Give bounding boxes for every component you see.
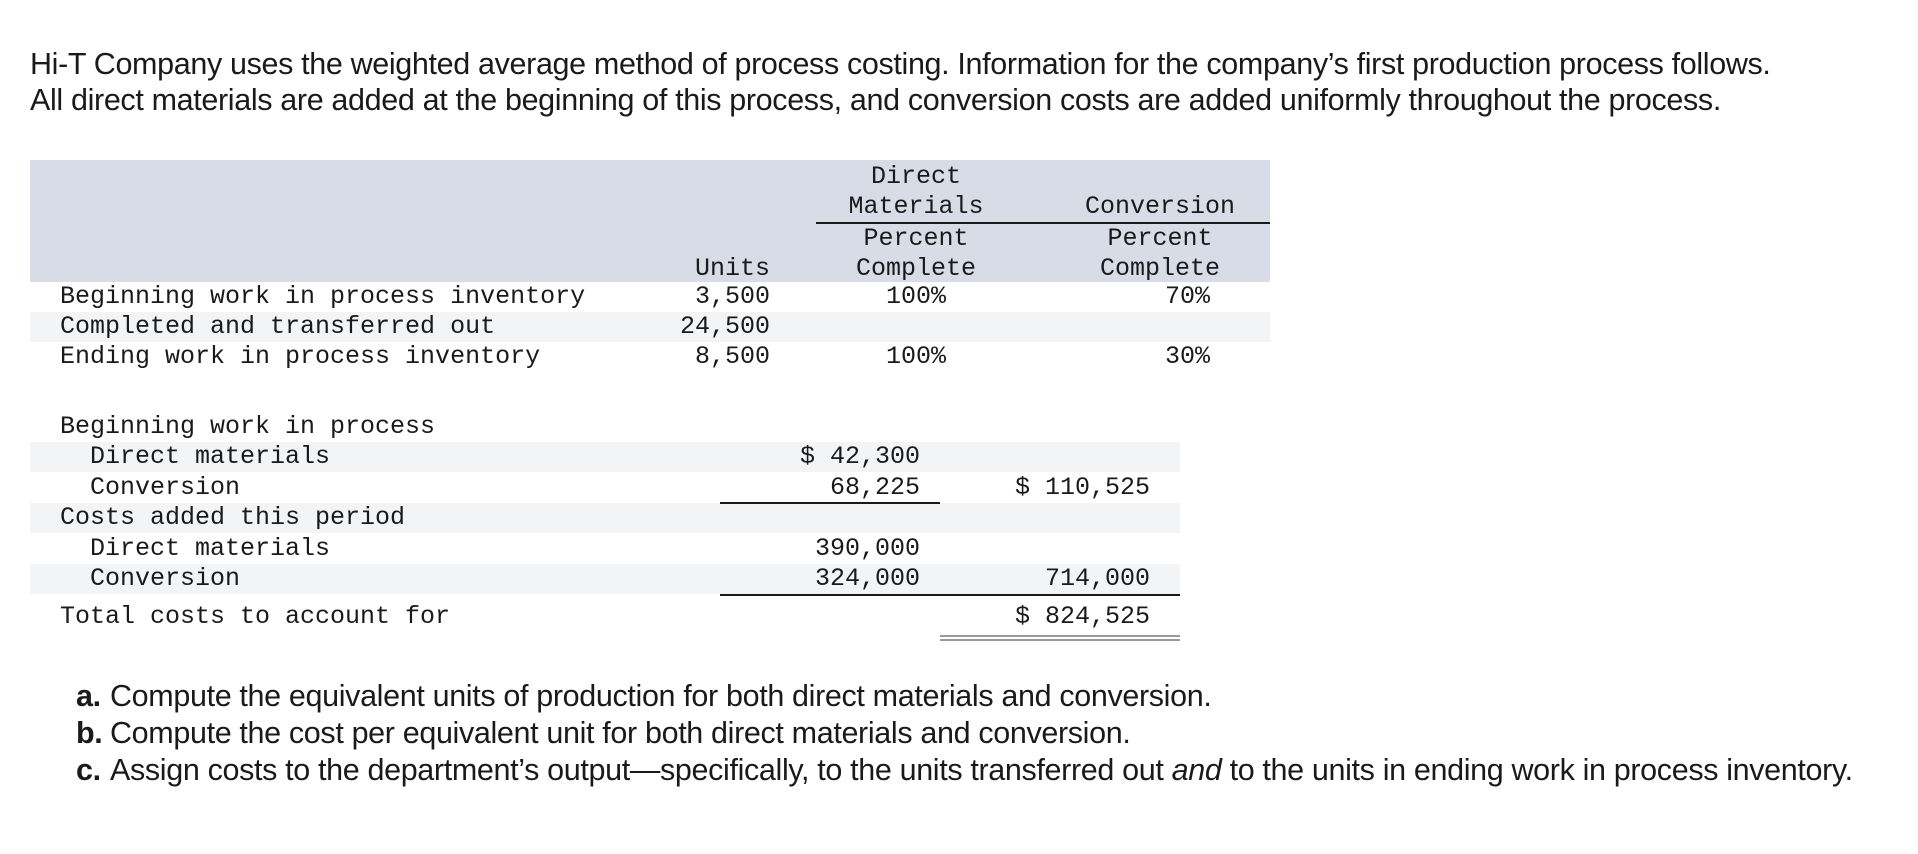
header-rule [816,222,1270,224]
header-conv-top: Conversion [1084,192,1236,221]
units-row-label: Completed and transferred out [60,312,496,341]
question-label: c. [76,753,101,787]
question-text-before: Assign costs to the department’s output—… [110,753,1172,787]
cost-row-col2: $ 110,525 [1014,473,1150,502]
header-dm-pct1: Percent [863,224,969,253]
cost-row-label: Direct materials [90,442,331,471]
cost-row-col1: 68,225 [829,473,920,502]
question-label: a. [76,679,101,713]
question-text: Compute the equivalent units of producti… [110,679,1212,713]
header-dm-mid: Materials [848,192,984,221]
question-text: Assign costs to the department’s output—… [110,752,1853,789]
units-row-units: 3,500 [694,282,770,311]
cost-table-band [30,442,1180,472]
cost-row-col1: 324,000 [814,564,920,593]
total-double-rule [940,639,1180,641]
units-row-dm: 100% [885,342,946,371]
question-label: b. [76,716,103,750]
header-conv-pct1: Percent [1107,224,1213,253]
units-row-label: Beginning work in process inventory [60,282,586,311]
problem-intro: Hi-T Company uses the weighted average m… [30,46,1910,118]
total-double-rule [940,635,1180,637]
cost-table: Beginning work in process Direct materia… [30,412,1180,652]
cost-row-col2: 714,000 [1044,564,1150,593]
cost-table-band [30,503,1180,533]
header-dm-pct2: Complete [855,254,977,283]
header-units: Units [694,254,770,283]
units-row-conv: 70% [1164,282,1210,311]
cost-row-label: Direct materials [90,534,331,563]
cost-row-col2: $ 824,525 [1014,602,1150,631]
cost-row-label: Costs added this period [60,503,406,532]
cost-row-label: Beginning work in process [60,412,436,441]
subtotal-rule [720,502,940,504]
subtotal-rule [720,594,1180,596]
units-table-header-bg [30,160,1270,282]
units-row-units: 24,500 [679,312,770,341]
intro-line-2: All direct materials are added at the be… [30,83,1721,117]
units-row-units: 8,500 [694,342,770,371]
units-table-band [30,312,1270,342]
units-row-label: Ending work in process inventory [60,342,541,371]
cost-row-label: Conversion [90,564,241,593]
cost-row-col1: $ 42,300 [799,442,920,471]
units-row-dm: 100% [885,282,946,311]
questions-list: a. Compute the equivalent units of produ… [76,678,1906,789]
cost-table-band [30,564,1180,594]
question-c: c. Assign costs to the department’s outp… [76,752,1906,789]
cost-row-col1: 390,000 [814,534,920,563]
cost-row-label: Conversion [90,473,241,502]
question-a: a. Compute the equivalent units of produ… [76,678,1906,715]
units-row-conv: 30% [1164,342,1210,371]
units-table: Direct Materials Conversion Percent Perc… [30,160,1270,380]
question-text-emphasis: and [1171,753,1222,787]
question-b: b. Compute the cost per equivalent unit … [76,715,1906,752]
question-text: Compute the cost per equivalent unit for… [110,716,1131,750]
cost-row-label: Total costs to account for [60,602,451,631]
question-text-after: to the units in ending work in process i… [1221,753,1854,787]
header-dm-top: Direct [870,162,961,191]
intro-line-1: Hi-T Company uses the weighted average m… [30,47,1771,81]
header-conv-pct2: Complete [1099,254,1221,283]
